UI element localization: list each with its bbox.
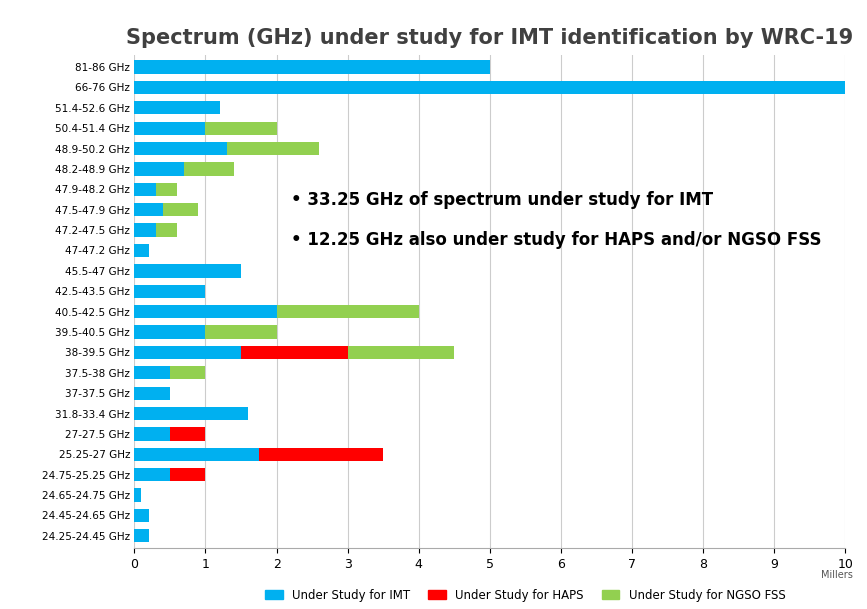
Bar [134,224,156,237]
Bar [134,325,205,339]
Bar [134,468,170,481]
Title: Spectrum (GHz) under study for IMT identification by WRC-19: Spectrum (GHz) under study for IMT ident… [127,27,853,48]
Bar [134,244,148,257]
Bar [163,203,199,216]
Legend: Under Study for IMT, Under Study for HAPS, Under Study for NGSO FSS: Under Study for IMT, Under Study for HAP… [261,584,790,607]
Bar [277,305,419,319]
Bar [134,305,277,319]
Bar [134,366,170,379]
Bar [134,101,219,114]
Bar [134,122,205,135]
Bar [134,509,148,522]
Bar [258,448,383,461]
Text: Millers: Millers [820,570,852,580]
Text: • 12.25 GHz also under study for HAPS and/or NGSO FSS: • 12.25 GHz also under study for HAPS an… [290,231,821,249]
Bar [134,448,258,461]
Bar [134,488,141,502]
Bar [205,122,277,135]
Bar [134,163,184,175]
Bar [156,183,177,196]
Bar [156,224,177,237]
Text: • 33.25 GHz of spectrum under study for IMT: • 33.25 GHz of spectrum under study for … [290,191,713,208]
Bar [134,264,241,278]
Bar [134,203,163,216]
Bar [134,142,227,155]
Bar [170,468,205,481]
Bar [170,366,205,379]
Bar [241,346,348,359]
Bar [348,346,454,359]
Bar [134,284,205,298]
Bar [134,387,170,400]
Bar [205,325,277,339]
Bar [227,142,319,155]
Bar [134,428,170,440]
Bar [134,81,845,94]
Bar [134,60,490,74]
Bar [134,183,156,196]
Bar [134,407,248,420]
Bar [134,346,241,359]
Bar [134,529,148,543]
Bar [170,428,205,440]
Bar [184,163,234,175]
